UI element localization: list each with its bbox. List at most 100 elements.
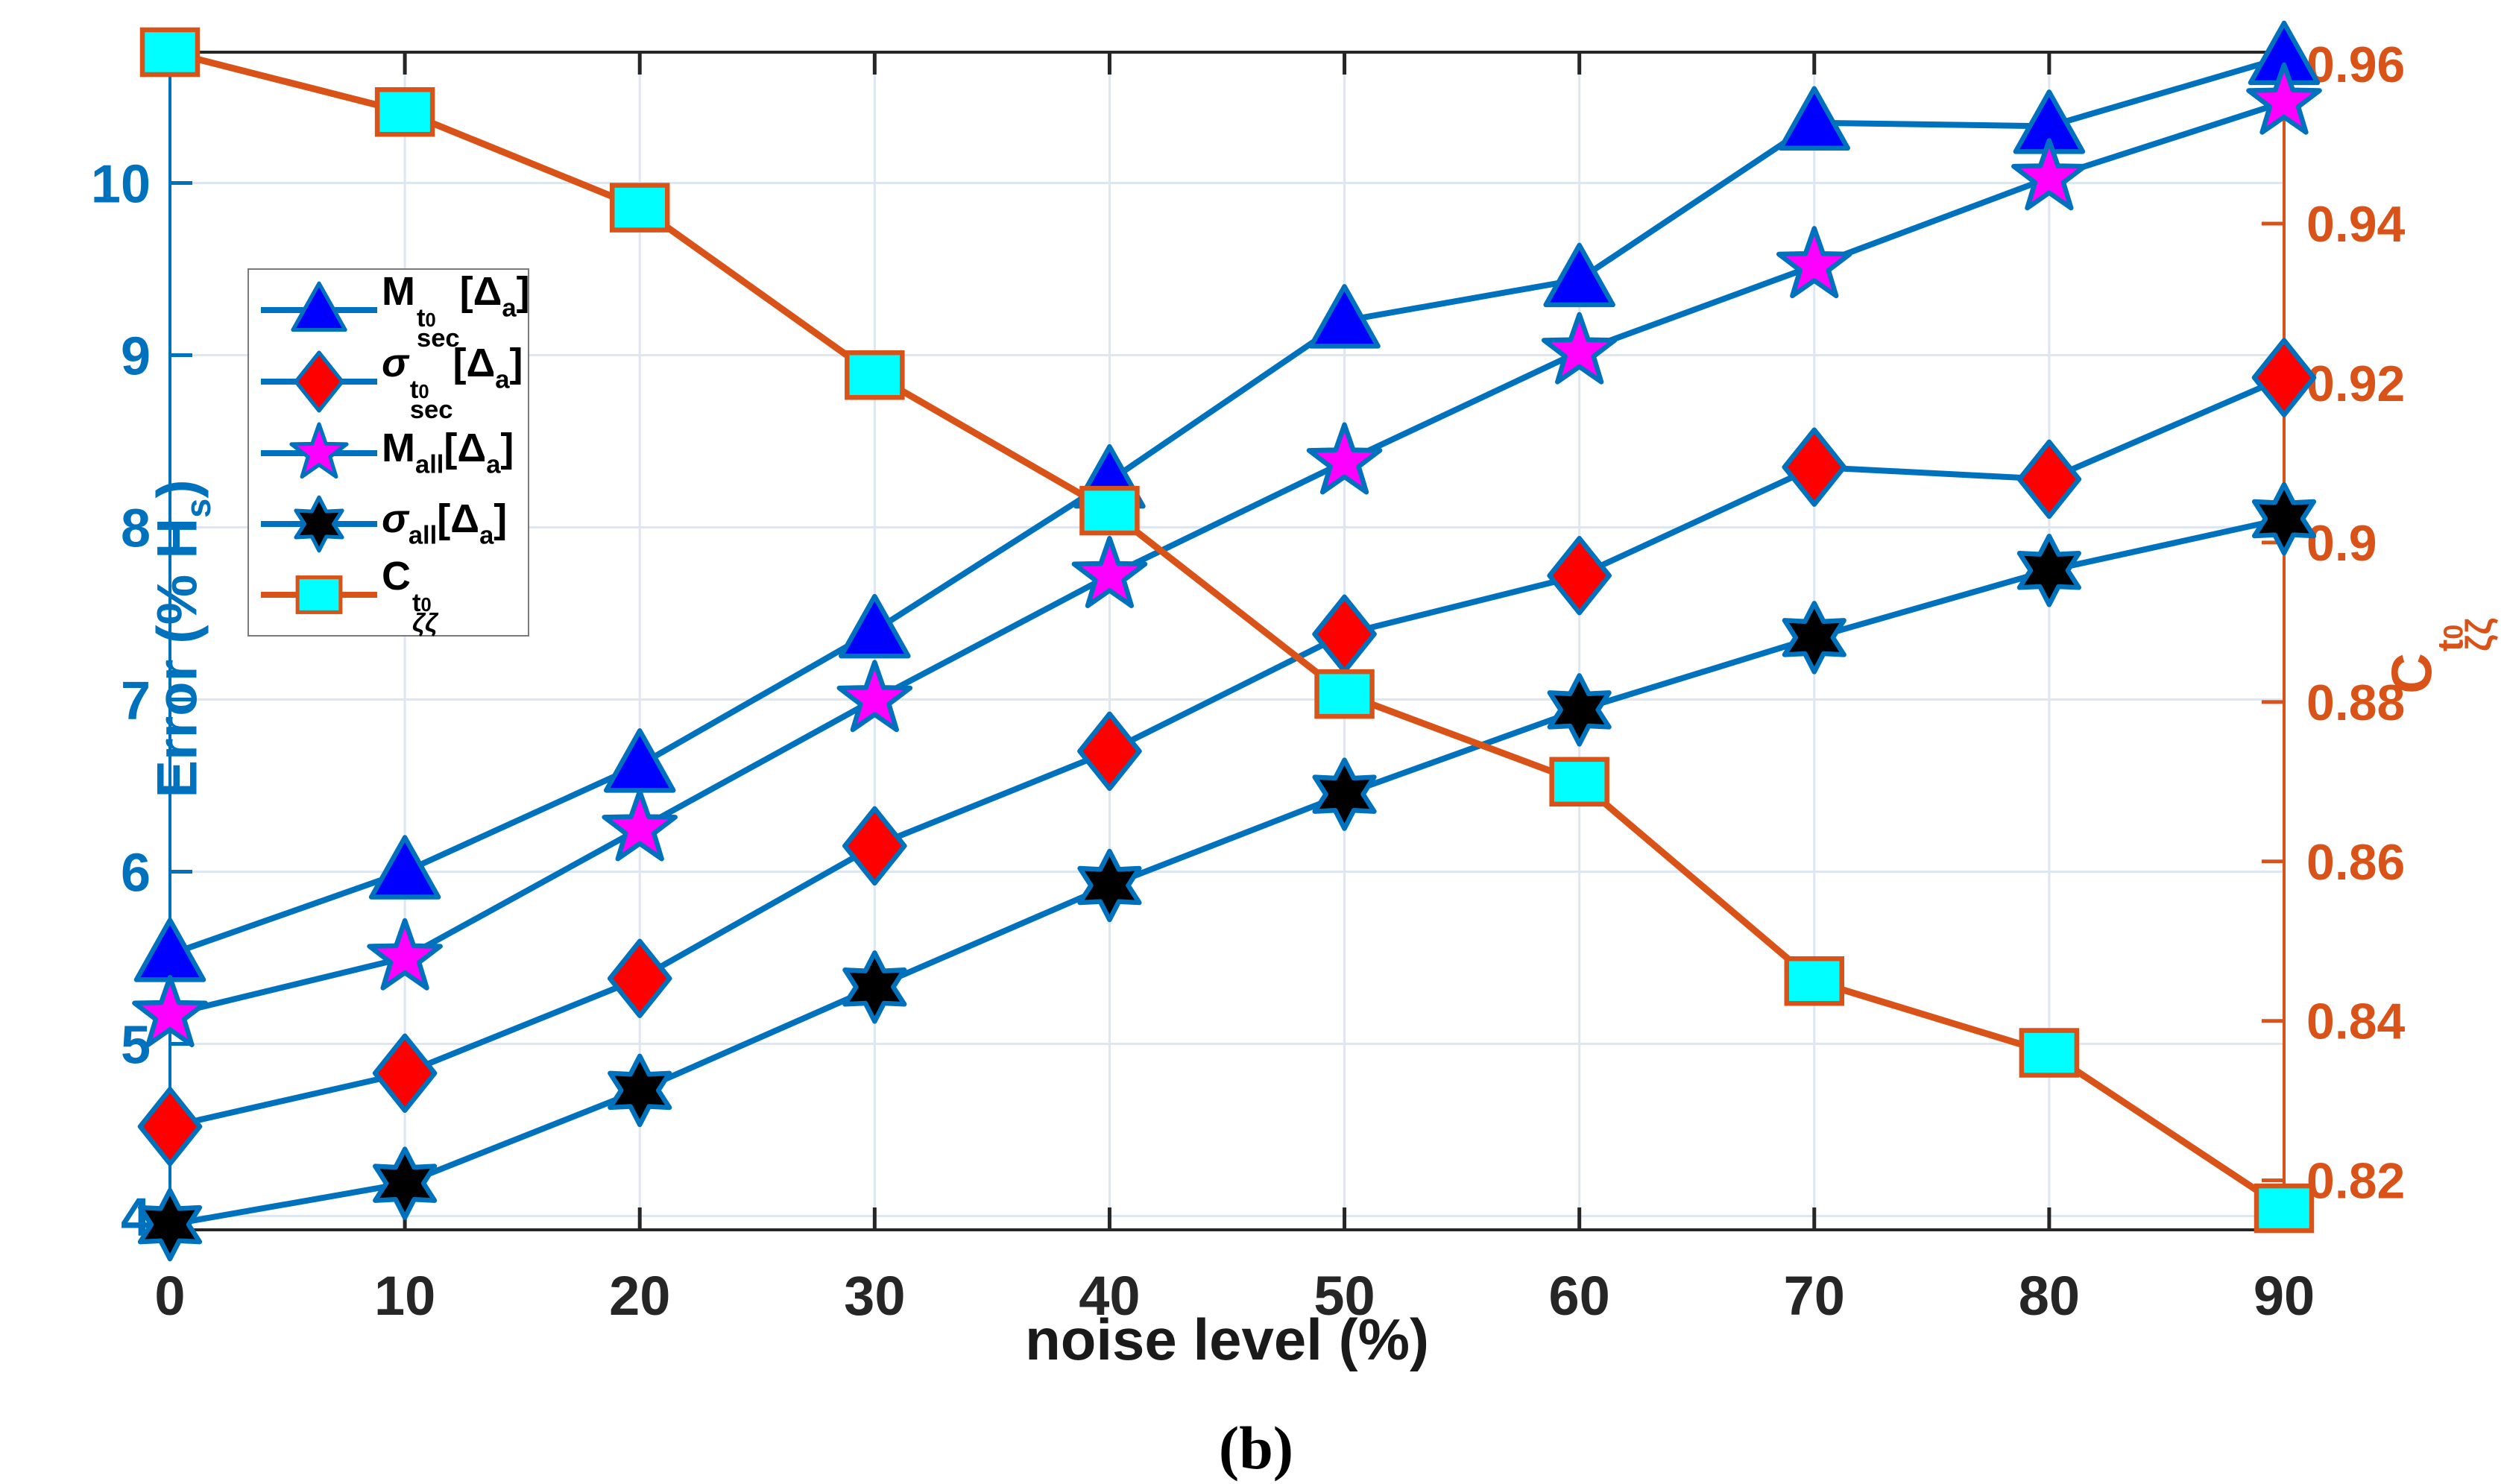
x-tick-label-0: 0 [154, 1265, 185, 1327]
chart-element: [Δ [444, 425, 487, 470]
chart-element: all [414, 450, 444, 479]
chart-element: 0 [420, 595, 432, 616]
y-right-tick-label-0.86: 0.86 [2306, 834, 2405, 891]
series-c-zetazeta-marker-x20 [609, 183, 670, 233]
series-sigma-all-marker-x70 [1782, 601, 1846, 675]
y-right-tick-label-0.96: 0.96 [2306, 37, 2405, 93]
legend-label-sigma-sec: σ t0 sec [Δa] [382, 340, 523, 425]
series-c-zetazeta-marker-x30 [845, 350, 905, 400]
series-c-zetazeta-marker-x40 [1079, 485, 1140, 536]
chart-element: t0 sec [416, 304, 460, 353]
chart-element: C [382, 553, 411, 599]
chart-element: sec [416, 324, 460, 353]
x-tick-label-20: 20 [609, 1265, 670, 1327]
y-right-tick-label-0.82: 0.82 [2306, 1153, 2405, 1210]
legend-marker-c-zetazeta [295, 575, 343, 614]
series-c-zetazeta-marker-x60 [1549, 757, 1609, 807]
series-m-all-marker-x90 [2246, 62, 2322, 135]
series-m-sec-marker-x60 [1543, 242, 1615, 308]
star6-marker-icon [261, 495, 377, 552]
series-m-sec-marker-x70 [1778, 86, 1851, 151]
x-axis-label: noise level (%) [1025, 1307, 1429, 1372]
series-m-all-marker-x60 [1541, 312, 1618, 385]
chart-element: M [382, 268, 415, 314]
y-right-tick-label-0.9: 0.9 [2306, 515, 2377, 572]
series-m-sec-line [167, 54, 2287, 958]
x-tick-label-90: 90 [2254, 1265, 2315, 1327]
chart-element: t0 [409, 376, 429, 405]
series-c-zetazeta-marker-x10 [374, 86, 435, 137]
legend-entry-m-all: Mall[Δa] [256, 417, 528, 488]
series-sigma-all-marker-x40 [1077, 848, 1142, 923]
series-sigma-sec-marker-x30 [842, 806, 907, 886]
chart-element: ] [516, 268, 530, 314]
x-tick-label-60: 60 [1549, 1265, 1610, 1327]
series-c-zetazeta-marker-x0 [139, 27, 201, 78]
series-sigma-sec-marker-x60 [1547, 535, 1612, 616]
x-tick-label-10: 10 [374, 1265, 435, 1327]
y-axis-label-left: Error (% Hs) [145, 479, 218, 798]
y-left-tick-label-7: 7 [121, 672, 151, 731]
chart-element: a [486, 450, 501, 479]
series-c-zetazeta-marker-x50 [1314, 669, 1375, 719]
chart-element: σ [382, 340, 409, 385]
y-right-tick-label-0.88: 0.88 [2306, 675, 2405, 731]
series-c-zetazeta-line [166, 48, 2288, 1212]
legend-marker-sigma-sec [294, 350, 344, 413]
series-sigma-sec-marker-x80 [2016, 439, 2082, 520]
series-m-all-marker-x50 [1306, 422, 1383, 495]
series-m-sec-marker-x10 [368, 835, 441, 900]
x-tick-label-40: 40 [1079, 1265, 1140, 1327]
series-sigma-sec-line [167, 374, 2287, 1130]
y-right-tick-label-0.94: 0.94 [2306, 196, 2406, 253]
series-m-all-marker-x20 [602, 789, 678, 862]
chart-element: [Δ [452, 340, 496, 385]
series-m-all-marker-x70 [1776, 226, 1852, 299]
series-sigma-all-marker-x80 [2016, 534, 2081, 607]
square-marker-icon [261, 575, 377, 614]
series-sigma-sec-marker-x90 [2251, 338, 2317, 417]
series-sigma-sec-marker-x40 [1077, 711, 1142, 792]
series-sigma-sec-marker-x70 [1782, 427, 1847, 507]
legend-entry-sigma-all: σall[Δa] [256, 488, 528, 559]
x-tick-label-80: 80 [2019, 1265, 2080, 1327]
legend-marker-m-all [289, 421, 349, 479]
series-m-sec-marker-x20 [603, 728, 676, 793]
chart-element: ζζ [412, 609, 438, 638]
y-axis-label-right-sub: ζζ [2459, 618, 2500, 651]
series-m-all [132, 62, 2322, 1047]
chart-element: t0 ζζ [412, 589, 438, 638]
y-axis-label-right-scripts: t0 ζζ [2430, 618, 2500, 651]
y-left-tick-label-6: 6 [121, 844, 151, 903]
series-m-all-marker-x30 [836, 660, 913, 733]
series-c-zetazeta-marker-x90 [2254, 1183, 2315, 1234]
series-c-zetazeta [139, 27, 2315, 1234]
series-c-zetazeta-marker-x70 [1784, 956, 1845, 1006]
chart-element: a [495, 365, 510, 394]
y-right-tick-label-0.84: 0.84 [2306, 994, 2406, 1050]
legend-marker-m-sec [291, 281, 347, 332]
y-axis-label-left-sub: s [178, 498, 218, 518]
diamond-marker-icon [261, 350, 377, 413]
triangle-marker-icon [261, 281, 377, 332]
series-sigma-all-marker-x50 [1312, 757, 1377, 831]
chart-element: 0 [425, 310, 436, 332]
chart-element: t0 [416, 304, 436, 333]
x-tick-label-50: 50 [1313, 1265, 1375, 1327]
series-sigma-sec-marker-x0 [137, 1087, 203, 1166]
series-sigma-all [137, 481, 2317, 1262]
series-sigma-sec [137, 338, 2317, 1166]
legend-label-sigma-all: σall[Δa] [382, 499, 507, 549]
series-m-sec [133, 20, 2321, 982]
series-m-all-marker-x10 [367, 918, 443, 991]
chart-element: σ [382, 496, 409, 541]
y-left-tick-label-5: 5 [121, 1016, 151, 1076]
y-axis-label-left-text: Error (% H [145, 517, 209, 798]
chart-element: ] [500, 425, 514, 470]
chart-element: sec [409, 396, 453, 425]
chart-element: t0 [412, 589, 432, 618]
chart-element: t0 sec [409, 376, 453, 425]
